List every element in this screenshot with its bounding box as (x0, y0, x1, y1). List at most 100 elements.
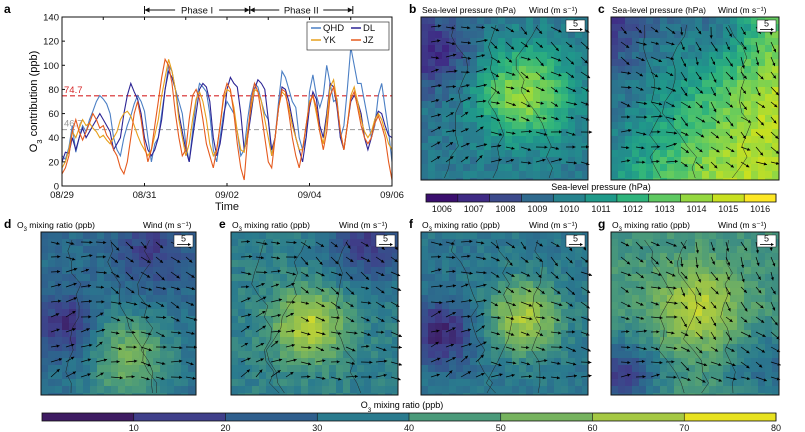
map-cell (498, 379, 506, 387)
map-cell (456, 246, 464, 254)
map-cell (463, 239, 471, 247)
map-cell (632, 171, 640, 179)
map-cell (231, 267, 239, 275)
map-cell (561, 164, 569, 172)
map-cell (519, 351, 527, 359)
map-cell (575, 295, 583, 303)
map-cell (280, 232, 288, 240)
map-cell (582, 66, 589, 74)
map-cell (287, 330, 295, 338)
wind-arrowhead (744, 308, 748, 312)
map-cell (533, 38, 541, 46)
map-cell (575, 365, 583, 373)
map-cell (350, 393, 358, 396)
map-cell (681, 267, 689, 275)
map-cell (76, 351, 84, 359)
wind-arrowhead (711, 261, 715, 265)
map-cell (322, 330, 330, 338)
map-cell (561, 309, 569, 317)
map-cell (772, 379, 780, 387)
map-cell (357, 295, 365, 303)
map-cell (245, 358, 253, 366)
map-cell (343, 232, 351, 240)
map-cell (484, 45, 492, 53)
map-cell (709, 239, 717, 247)
map-cell (765, 178, 773, 181)
map-cell (308, 372, 316, 380)
map-cell (533, 260, 541, 268)
map-cell (76, 309, 84, 317)
wind-arrowhead (657, 130, 661, 134)
map-cell (118, 281, 126, 289)
map-cell (554, 232, 562, 240)
map-cell (526, 59, 534, 67)
phase-label: Phase II (284, 6, 319, 17)
map-cell (322, 372, 330, 380)
map-cell (350, 330, 358, 338)
map-cell (632, 101, 640, 109)
map-cell (737, 386, 745, 394)
wind-arrowhead (757, 276, 761, 280)
wind-arrowhead (347, 245, 351, 249)
map-cell (765, 171, 773, 179)
map-cell (512, 31, 520, 39)
wind-arrowhead (770, 277, 774, 281)
map-cell (568, 386, 576, 394)
wind-arrowhead (467, 328, 472, 332)
map-cell (477, 80, 485, 88)
map-cell (477, 171, 485, 179)
map-cell (674, 171, 682, 179)
map-cell (188, 393, 196, 396)
map-cell (765, 87, 773, 95)
map-cell (533, 157, 541, 165)
wind-arrowhead (527, 104, 531, 107)
map-cell (681, 253, 689, 261)
map-cell (132, 288, 140, 296)
wind-arrowhead (56, 241, 60, 245)
map-cell (688, 115, 696, 123)
wind-arrowhead (72, 371, 76, 375)
map-cell (751, 73, 759, 81)
map-cell (632, 274, 640, 282)
wind-arrowhead (732, 363, 736, 367)
map-cell (674, 365, 682, 373)
map-cell (681, 52, 689, 60)
map-cell (90, 365, 98, 373)
wind-arrowhead (483, 83, 487, 87)
wind-arrowhead (572, 330, 576, 334)
wind-arrowhead (639, 73, 643, 77)
map-cell (385, 344, 393, 352)
map-cell (428, 122, 436, 130)
wind-arrowhead (772, 290, 776, 295)
map-cell (653, 365, 661, 373)
map-cell (97, 323, 105, 331)
map-cell (470, 143, 478, 151)
map-cell (294, 386, 302, 394)
map-cell (618, 164, 626, 172)
map-cell (491, 358, 499, 366)
map-cell (449, 309, 457, 317)
map-cell (730, 101, 738, 109)
map-cell (111, 379, 119, 387)
wind-arrowhead (570, 61, 574, 65)
map-cell (449, 87, 457, 95)
map-cell (575, 150, 583, 158)
wind-arrowhead (435, 68, 439, 72)
map-cell (181, 344, 189, 352)
map-cell (533, 246, 541, 254)
map-cell (505, 73, 513, 81)
map-cell (238, 351, 246, 359)
map-cell (146, 253, 154, 261)
map-cell (547, 136, 555, 144)
map-cell (737, 59, 745, 67)
wind-arrowhead (658, 102, 663, 106)
map-cell (301, 302, 309, 310)
map-cell (582, 295, 589, 303)
map-cell (695, 108, 703, 116)
wind-arrowhead (729, 63, 733, 67)
map-cell (540, 80, 548, 88)
map-cell (188, 358, 196, 366)
map-cell (611, 344, 619, 352)
map-cell (428, 393, 436, 396)
map-cell (456, 281, 464, 289)
